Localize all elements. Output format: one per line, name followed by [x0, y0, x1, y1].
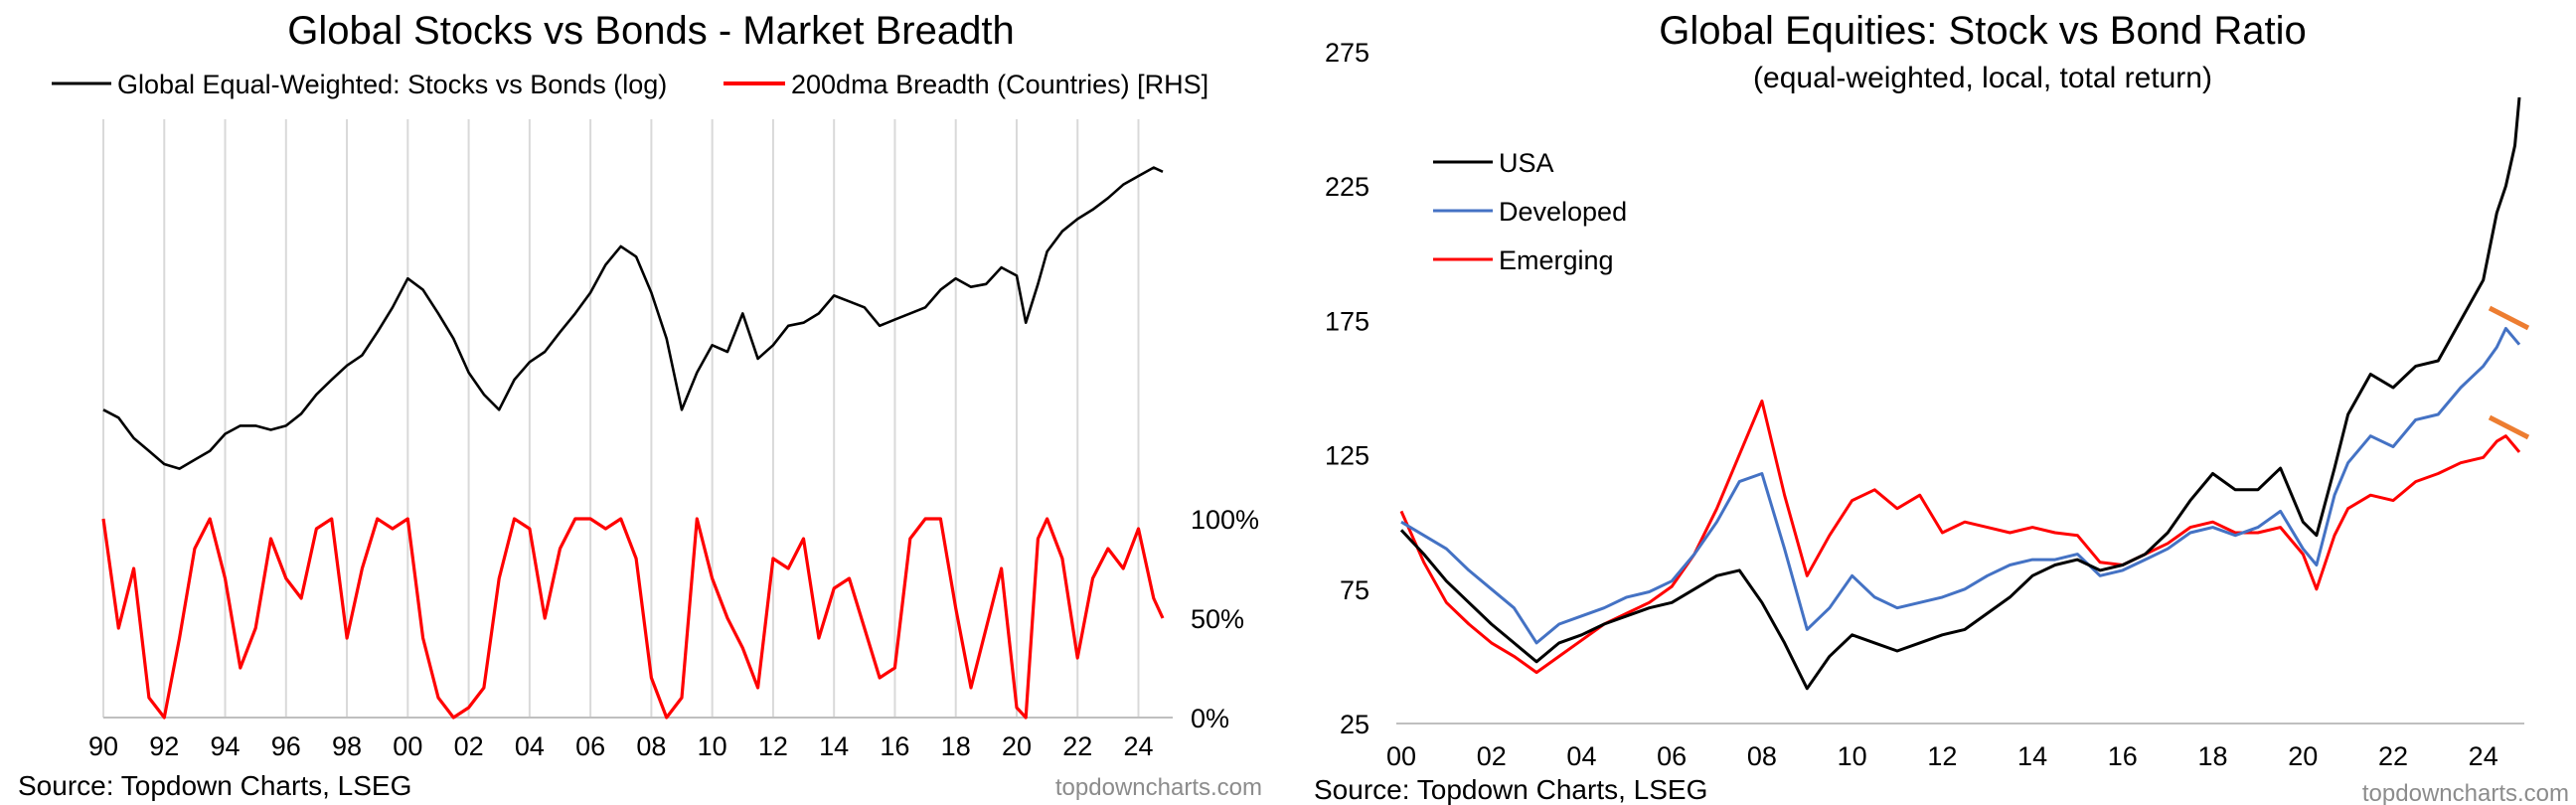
right-x-tick-label: 08	[1747, 741, 1777, 771]
left-x-tick-label: 08	[636, 731, 666, 761]
left-brand-watermark: topdowncharts.com	[1055, 774, 1262, 801]
left-x-tick-label: 12	[758, 731, 788, 761]
left-x-tick-label: 92	[149, 731, 179, 761]
right-legend-label-usa: USA	[1499, 148, 1554, 178]
right-series-developed-line	[1400, 327, 2521, 645]
left-y-right-tick-label: 50%	[1191, 604, 1244, 634]
right-source-note: Source: Topdown Charts, LSEG	[1314, 774, 1707, 805]
left-x-tick-labels: 90 92 94 96 98 00 02 04 06 08 10 12 14 16 18 20 22 24	[88, 731, 1154, 761]
right-trend-marker-developed	[2488, 305, 2530, 331]
left-x-tick-label: 06	[575, 731, 605, 761]
right-x-tick-label: 06	[1657, 741, 1687, 771]
right-x-tick-label: 22	[2378, 741, 2408, 771]
right-y-tick-label: 75	[1340, 575, 1369, 605]
left-source-note: Source: Topdown Charts, LSEG	[18, 770, 411, 801]
left-x-tick-label: 16	[880, 731, 909, 761]
right-y-tick-label: 175	[1325, 306, 1369, 336]
left-y-right-tick-label: 0%	[1191, 704, 1229, 733]
left-x-tick-label: 22	[1062, 731, 1092, 761]
left-x-tick-label: 02	[454, 731, 484, 761]
right-trend-marker-emerging	[2488, 414, 2530, 440]
right-brand-watermark: topdowncharts.com	[2362, 780, 2569, 805]
right-y-tick-label: 25	[1340, 710, 1369, 739]
right-legend-label-emerging: Emerging	[1499, 245, 1614, 275]
left-x-tick-label: 10	[698, 731, 727, 761]
left-x-tick-label: 90	[88, 731, 118, 761]
left-x-tick-label: 24	[1123, 731, 1153, 761]
left-x-tick-label: 94	[211, 731, 241, 761]
left-chart-title: Global Stocks vs Bonds - Market Breadth	[287, 9, 1014, 53]
left-x-tick-label: 20	[1002, 731, 1032, 761]
right-x-tick-label: 12	[1927, 741, 1957, 771]
left-x-tick-label: 00	[393, 731, 422, 761]
right-x-tick-labels: 00 02 04 06 08 10 12 14 16 18 20 22 24	[1386, 741, 2498, 771]
right-chart: Global Equities: Stock vs Bond Ratio (eq…	[1314, 9, 2569, 805]
right-y-tick-labels: 275 225 175 125 75 25	[1325, 38, 1369, 739]
left-legend-label-stocks: Global Equal-Weighted: Stocks vs Bonds (…	[117, 70, 667, 99]
left-legend-label-breadth: 200dma Breadth (Countries) [RHS]	[791, 70, 1208, 99]
right-y-tick-label: 125	[1325, 441, 1369, 471]
right-y-tick-label: 225	[1325, 172, 1369, 202]
right-x-tick-label: 16	[2108, 741, 2138, 771]
left-y-right-tick-label: 100%	[1191, 505, 1259, 535]
right-x-tick-label: 18	[2198, 741, 2228, 771]
left-x-tick-label: 98	[332, 731, 362, 761]
left-x-tick-label: 04	[515, 731, 545, 761]
right-x-tick-label: 20	[2288, 741, 2318, 771]
left-x-tick-label: 18	[941, 731, 971, 761]
left-series-stocks-vs-bonds-line	[102, 166, 1164, 470]
right-x-tick-label: 14	[2017, 741, 2047, 771]
right-series-usa-line	[1399, 96, 2521, 691]
right-chart-title: Global Equities: Stock vs Bond Ratio	[1659, 9, 2306, 53]
right-x-tick-label: 02	[1477, 741, 1507, 771]
left-y-right-tick-labels: 100% 50% 0%	[1191, 505, 1259, 733]
right-x-tick-label: 04	[1566, 741, 1596, 771]
left-x-tick-label: 96	[271, 731, 301, 761]
right-legend-label-developed: Developed	[1499, 197, 1627, 227]
right-chart-subtitle: (equal-weighted, local, total return)	[1753, 62, 2212, 94]
right-x-tick-label: 24	[2469, 741, 2498, 771]
left-x-tick-label: 14	[819, 731, 849, 761]
left-x-gridlines	[102, 119, 1140, 718]
right-x-tick-label: 10	[1838, 741, 1867, 771]
right-x-tick-label: 00	[1386, 741, 1416, 771]
right-y-tick-label: 275	[1325, 38, 1369, 68]
left-series-breadth-line	[101, 517, 1165, 720]
left-chart: Global Stocks vs Bonds - Market Breadth …	[18, 9, 1262, 801]
